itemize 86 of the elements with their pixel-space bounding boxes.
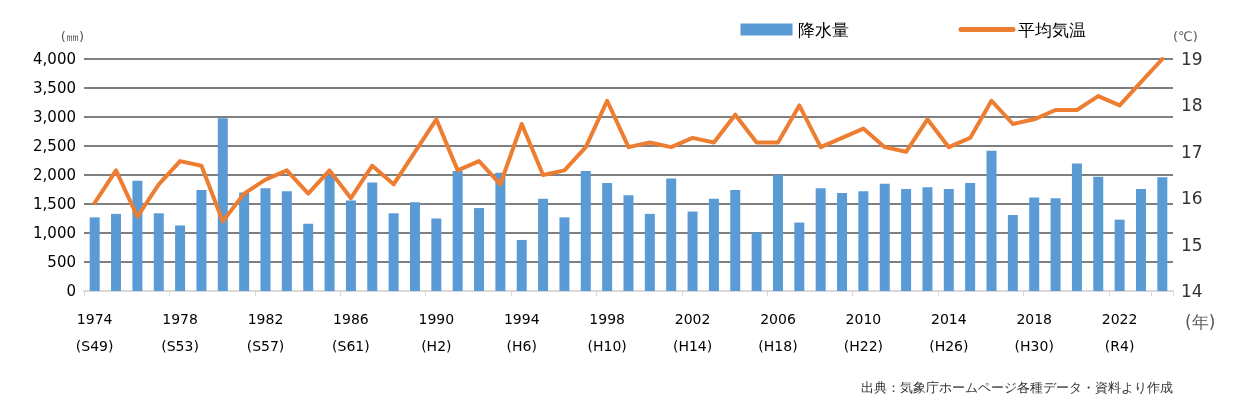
x-tick-label: 1998 (H10) <box>587 310 627 354</box>
legend-label: 降水量 <box>797 19 849 40</box>
x-tick-label: 2018 (H30) <box>1014 310 1054 354</box>
y2-tick-label: 14 <box>1181 281 1203 301</box>
bar <box>580 170 591 291</box>
bar <box>708 198 719 291</box>
y2-tick-label: 15 <box>1181 234 1203 255</box>
bar <box>644 213 655 291</box>
y2-tick-label: 16 <box>1181 188 1203 209</box>
bar <box>666 178 677 291</box>
x-tick-label: 1978 (S53) <box>161 310 199 354</box>
bar <box>1093 176 1104 291</box>
x-tick-label: 2022 (R4) <box>1101 310 1138 354</box>
bar <box>943 188 954 291</box>
y2-tick-label: 19 <box>1181 49 1203 69</box>
bar <box>965 183 976 291</box>
x-tick-label: 1974 (S49) <box>75 310 114 354</box>
y-tick-label: 4,000 <box>33 50 76 68</box>
y2-axis-title: (℃) <box>1173 29 1198 44</box>
x-tick-label: 2010 (H22) <box>843 310 884 354</box>
bar <box>516 239 527 291</box>
bar <box>281 191 292 291</box>
y-tick-label: 1,000 <box>33 224 76 242</box>
bar <box>751 232 762 291</box>
bar <box>431 218 442 291</box>
bar <box>858 191 869 291</box>
line-series <box>92 57 1165 224</box>
bar <box>132 180 143 291</box>
x-axis-title: (年) <box>1185 311 1216 332</box>
y-axis-title: (㎜) <box>60 29 84 44</box>
bar <box>687 211 698 291</box>
bar <box>730 190 741 291</box>
bar <box>837 192 848 291</box>
bar <box>260 188 271 291</box>
bar <box>196 190 207 291</box>
bar <box>559 217 570 291</box>
x-tick-label: 2014 (H26) <box>929 310 969 354</box>
y-tick-label: 500 <box>47 253 76 271</box>
bar <box>324 175 335 291</box>
legend-label: 平均気温 <box>1018 19 1086 40</box>
bar <box>111 213 122 291</box>
bar <box>794 222 805 291</box>
bar <box>901 188 912 291</box>
y-tick-label: 3,000 <box>33 108 76 126</box>
bar <box>1135 188 1146 291</box>
bar <box>303 223 314 291</box>
bar <box>538 198 549 291</box>
y-tick-label: 1,500 <box>33 195 76 213</box>
bar <box>409 202 420 291</box>
bar <box>367 182 378 291</box>
x-tick-label: 2006 (H18) <box>758 310 798 354</box>
x-tick-label: 1994 (H6) <box>503 310 540 354</box>
bar <box>1157 177 1168 291</box>
bar <box>1071 163 1082 291</box>
bar <box>474 208 485 291</box>
bar <box>153 213 164 291</box>
bar <box>815 188 826 291</box>
bar <box>345 200 356 291</box>
bar <box>922 187 933 291</box>
bar <box>1029 197 1040 291</box>
bar <box>772 175 783 291</box>
bar <box>1050 198 1061 291</box>
bar <box>388 213 399 291</box>
x-tick-label: 1982 (S57) <box>246 310 285 354</box>
bar <box>89 217 100 291</box>
bar <box>452 170 463 291</box>
y-tick-label: 0 <box>66 282 76 300</box>
y2-tick-label: 18 <box>1181 95 1203 116</box>
x-tick-label: 2002 (H14) <box>672 310 713 354</box>
y-tick-label: 3,500 <box>33 79 76 97</box>
bar <box>1007 215 1018 291</box>
bar <box>986 150 997 291</box>
bar <box>879 183 890 291</box>
x-tick-label: 1990 (H2) <box>418 310 455 354</box>
x-tick-label: 1986 (S61) <box>332 310 370 354</box>
bar <box>217 118 228 291</box>
bar <box>239 192 250 291</box>
source-note: 出典：気象庁ホームページ各種データ・資料より作成 <box>861 380 1173 395</box>
y-tick-label: 2,000 <box>33 166 76 184</box>
bar <box>495 172 506 291</box>
y2-tick-label: 17 <box>1181 141 1203 162</box>
bar <box>602 183 613 291</box>
bar <box>623 195 634 291</box>
y-tick-label: 2,500 <box>33 137 76 155</box>
bar <box>1114 219 1125 291</box>
bar <box>175 225 186 291</box>
